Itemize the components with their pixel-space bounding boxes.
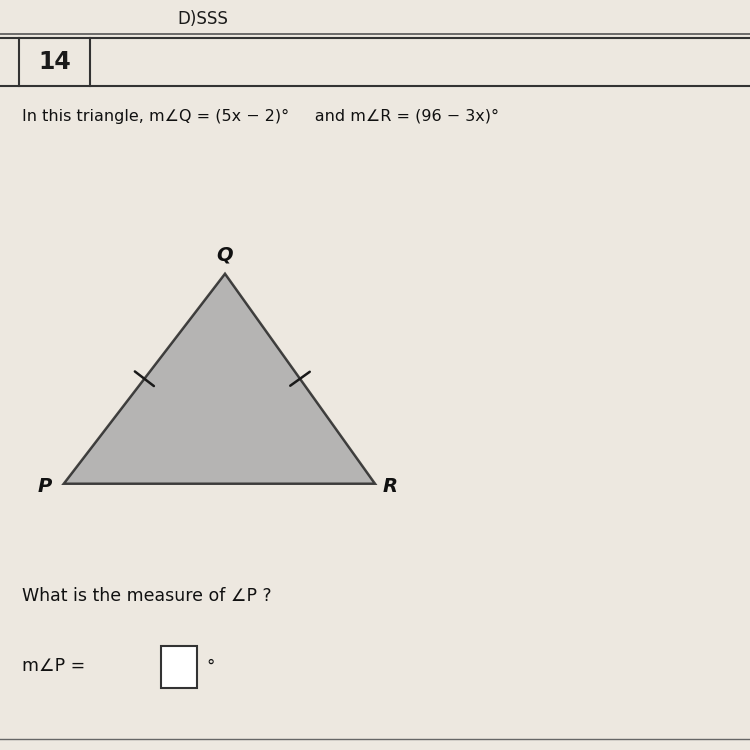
Text: What is the measure of ∠P ?: What is the measure of ∠P ? [22, 587, 272, 605]
Text: P: P [38, 476, 52, 496]
Text: R: R [382, 476, 398, 496]
Text: 14: 14 [38, 50, 70, 74]
Text: D)SSS: D)SSS [177, 10, 228, 28]
Text: In this triangle, m∠Q = (5x − 2)°     and m∠R = (96 − 3x)°: In this triangle, m∠Q = (5x − 2)° and m∠… [22, 109, 500, 124]
Text: °: ° [206, 658, 214, 676]
Text: Q: Q [217, 245, 233, 265]
FancyBboxPatch shape [161, 646, 197, 688]
Text: m∠P =: m∠P = [22, 657, 92, 675]
Polygon shape [64, 274, 375, 484]
